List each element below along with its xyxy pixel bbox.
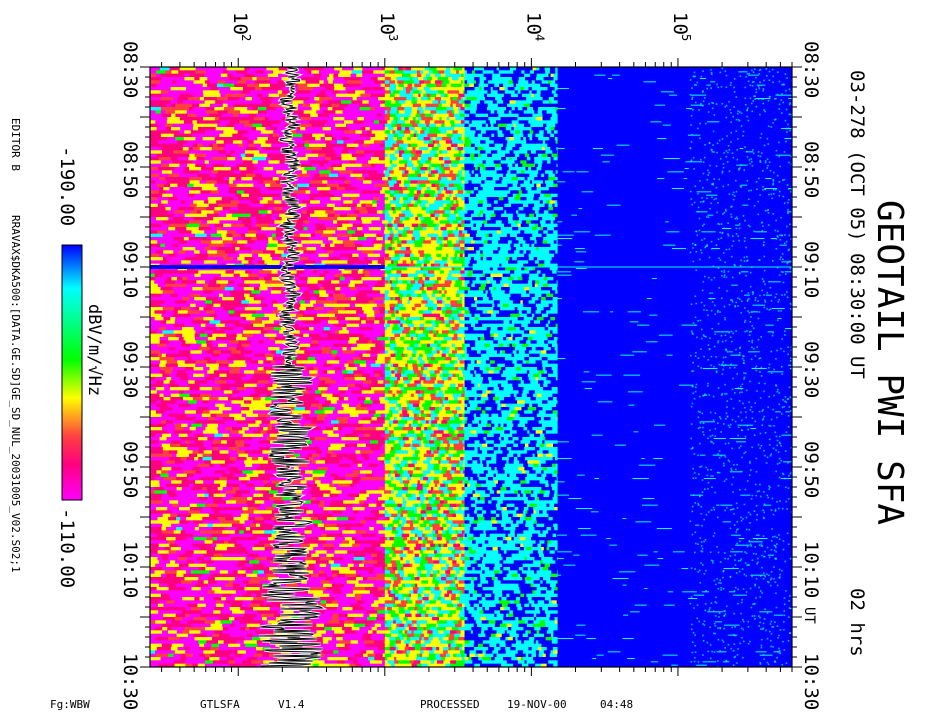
processed-label: PROCESSED bbox=[420, 698, 480, 711]
y-tick-label-left-bottom: 10:30 bbox=[119, 653, 141, 710]
duration-label: 02 hrs bbox=[846, 588, 868, 657]
software-name: GTLSFA bbox=[200, 698, 240, 711]
colorbar-min-label: -190.00 bbox=[56, 146, 78, 226]
x-tick-label: 103 bbox=[376, 12, 400, 41]
colorbar-unit-label: dBV/m/√Hz bbox=[84, 304, 104, 396]
y-tick-label-right: 10:30 bbox=[800, 653, 822, 710]
editor-label: EDITOR B bbox=[9, 118, 22, 171]
y-tick-label-left: 08:30 bbox=[119, 41, 141, 98]
colorbar: -190.00 dBV/m/√Hz -110.00 bbox=[56, 146, 104, 588]
y-tick-label-left: 10:10 bbox=[119, 541, 141, 598]
y-tick-label-left: 09:50 bbox=[119, 441, 141, 498]
spectrogram-image bbox=[150, 67, 806, 668]
y-tick-label-left: 09:10 bbox=[119, 241, 141, 298]
y-tick-label-right: 10:10 bbox=[800, 541, 822, 598]
y-tick-label-right: 08:50 bbox=[800, 141, 822, 198]
processed-time: 04:48 bbox=[600, 698, 633, 711]
y-tick-label-right: 09:30 bbox=[800, 341, 822, 398]
x-tick-base: 10 bbox=[522, 12, 544, 35]
x-tick-base: 10 bbox=[376, 12, 398, 35]
y-tick-label-left: 08:50 bbox=[119, 141, 141, 198]
x-tick-label: 104 bbox=[522, 12, 546, 41]
ut-label: UT bbox=[801, 607, 817, 624]
x-tick-exp: 4 bbox=[532, 34, 546, 41]
chart-subtitle: 03-278 (OCT 05) 08:30:00 UT bbox=[846, 70, 868, 379]
x-tick-base: 10 bbox=[669, 12, 691, 35]
data-gap-line bbox=[150, 265, 385, 269]
x-tick-exp: 3 bbox=[386, 34, 400, 41]
y-tick-label-right: 09:10 bbox=[800, 241, 822, 298]
x-tick-label: 102 bbox=[229, 12, 253, 41]
colorbar-gradient bbox=[62, 245, 82, 500]
y-tick-label-right: 09:50 bbox=[800, 441, 822, 498]
y-tick-label-right: 08:30 bbox=[800, 41, 822, 98]
x-tick-label: 105 bbox=[669, 12, 693, 41]
processed-date: 19-NOV-00 bbox=[507, 698, 567, 711]
x-tick-exp: 5 bbox=[679, 34, 693, 41]
source-path: RRAVAX$DKA500:[DATA.GE.SD]GE_SD_NUL_2003… bbox=[9, 215, 22, 573]
software-version: V1.4 bbox=[278, 698, 305, 711]
x-tick-exp: 2 bbox=[239, 34, 253, 41]
title-block: GEOTAIL PWI SFA 03-278 (OCT 05) 08:30:00… bbox=[846, 70, 910, 657]
fg-label: Fg:WBW bbox=[50, 698, 90, 711]
chart-title: GEOTAIL PWI SFA bbox=[869, 200, 910, 525]
y-tick-label-left: 09:30 bbox=[119, 341, 141, 398]
colorbar-max-label: -110.00 bbox=[56, 508, 78, 588]
x-tick-base: 10 bbox=[229, 12, 251, 35]
